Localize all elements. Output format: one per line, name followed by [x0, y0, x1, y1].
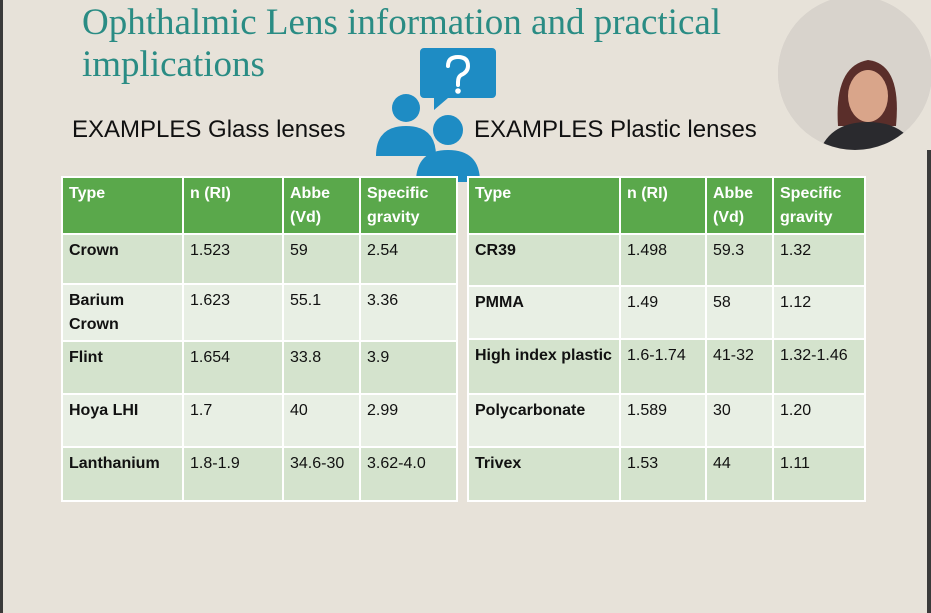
header-cell: Type	[61, 176, 184, 235]
table-cell: 1.49	[619, 285, 707, 340]
table-cell: 1.589	[619, 393, 707, 448]
table-row: Lanthanium 1.8-1.9 34.6-30 3.62-4.0	[61, 446, 458, 502]
table-row: Barium Crown 1.623 55.1 3.36	[61, 283, 458, 342]
webcam-feed	[778, 0, 931, 150]
header-cell: Specific gravity	[772, 176, 866, 235]
table-row: Trivex 1.53 44 1.11	[467, 446, 866, 502]
table-cell: 1.11	[772, 446, 866, 502]
table-cell: 2.54	[359, 233, 458, 285]
table-cell: PMMA	[467, 285, 621, 340]
table-cell: 3.36	[359, 283, 458, 342]
header-row: Type n (RI) Abbe (Vd) Specific gravity	[467, 176, 866, 235]
table-cell: 1.6-1.74	[619, 338, 707, 395]
table-row: PMMA 1.49 58 1.12	[467, 285, 866, 340]
table-cell: 59	[282, 233, 361, 285]
window-edge	[927, 150, 931, 613]
table-cell: 1.523	[182, 233, 284, 285]
table-cell: 1.12	[772, 285, 866, 340]
table-cell: 1.623	[182, 283, 284, 342]
table-row: CR39 1.498 59.3 1.32	[467, 233, 866, 287]
table-heading: EXAMPLES Glass lenses	[72, 116, 346, 143]
lens-table: Type n (RI) Abbe (Vd) Specific gravity CR39 1…	[467, 176, 866, 502]
lens-table: Type n (RI) Abbe (Vd) Specific gravity Crown…	[61, 176, 458, 502]
header-cell: n (RI)	[182, 176, 284, 235]
table-cell: Barium Crown	[61, 283, 184, 342]
table-cell: 34.6-30	[282, 446, 361, 502]
table-cell: High index plastic	[467, 338, 621, 395]
table-cell: 33.8	[282, 340, 361, 395]
table-cell: 1.20	[772, 393, 866, 448]
header-cell: Specific gravity	[359, 176, 458, 235]
table-cell: 1.32-1.46	[772, 338, 866, 395]
header-cell: Abbe (Vd)	[705, 176, 774, 235]
table-cell: 59.3	[705, 233, 774, 287]
table-cell: Hoya LHI	[61, 393, 184, 448]
table-cell: Flint	[61, 340, 184, 395]
table-cell: 1.654	[182, 340, 284, 395]
table-cell: 1.7	[182, 393, 284, 448]
table-cell: 40	[282, 393, 361, 448]
header-row: Type n (RI) Abbe (Vd) Specific gravity	[61, 176, 458, 235]
table-row: Hoya LHI 1.7 40 2.99	[61, 393, 458, 448]
table-cell: Lanthanium	[61, 446, 184, 502]
table-cell: 41-32	[705, 338, 774, 395]
table-cell: 44	[705, 446, 774, 502]
table-cell: 1.8-1.9	[182, 446, 284, 502]
presenter-video	[778, 0, 931, 150]
table-cell: 2.99	[359, 393, 458, 448]
table-cell: 1.32	[772, 233, 866, 287]
table-row: High index plastic 1.6-1.74 41-32 1.32-1.46	[467, 338, 866, 395]
table-row: Polycarbonate 1.589 30 1.20	[467, 393, 866, 448]
header-cell: Type	[467, 176, 621, 235]
table-cell: 30	[705, 393, 774, 448]
table-cell: 1.498	[619, 233, 707, 287]
header-cell: n (RI)	[619, 176, 707, 235]
table-cell: 3.62-4.0	[359, 446, 458, 502]
table-cell: Crown	[61, 233, 184, 285]
table-heading: EXAMPLES Plastic lenses	[474, 116, 757, 143]
discussion-icon	[376, 48, 496, 182]
table-cell: CR39	[467, 233, 621, 287]
table-cell: 55.1	[282, 283, 361, 342]
header-cell: Abbe (Vd)	[282, 176, 361, 235]
table-cell: 1.53	[619, 446, 707, 502]
table-cell: Trivex	[467, 446, 621, 502]
table-cell: 3.9	[359, 340, 458, 395]
window-edge	[0, 0, 3, 613]
table-row: Flint 1.654 33.8 3.9	[61, 340, 458, 395]
table-cell: 58	[705, 285, 774, 340]
slide-title: Ophthalmic Lens information and practica…	[82, 2, 722, 85]
table-row: Crown 1.523 59 2.54	[61, 233, 458, 285]
table-cell: Polycarbonate	[467, 393, 621, 448]
